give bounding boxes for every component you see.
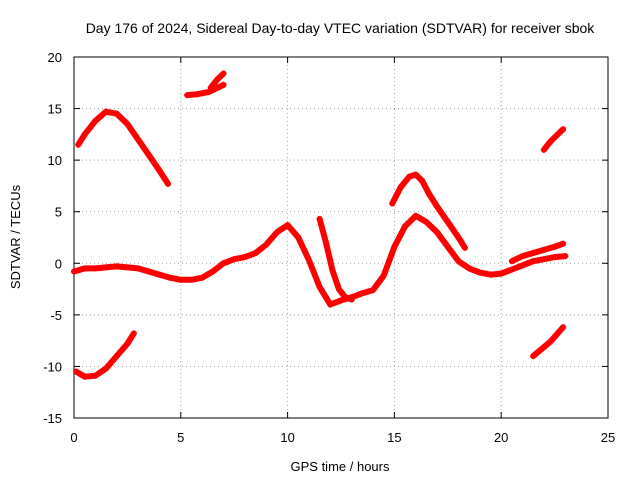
y-tick-label: -5 (50, 308, 62, 323)
axis-ticks: 0 5 10 15 20 25 -15 -10 -5 0 5 10 15 20 (43, 50, 615, 445)
series-trace-arc-right-lower (530, 324, 567, 360)
x-tick-label: 0 (70, 430, 77, 445)
y-tick-label: 5 (55, 205, 62, 220)
y-tick-label: 15 (48, 102, 62, 117)
data-points (71, 70, 569, 380)
x-tick-label: 20 (494, 430, 508, 445)
grid (74, 57, 608, 418)
series-trace-arc-top (184, 81, 227, 99)
x-tick-label: 5 (177, 430, 184, 445)
plot-border (73, 56, 609, 419)
series-trace-arc-lower-left (73, 330, 137, 380)
y-tick-label: -10 (43, 359, 62, 374)
series-trace-arc-right-upper (540, 126, 567, 153)
y-axis-label: SDTVAR / TECUs (8, 184, 23, 289)
y-tick-label: -15 (43, 411, 62, 426)
series-trace-arc-upper-left (75, 108, 171, 187)
x-axis-label: GPS time / hours (291, 459, 390, 474)
chart-title: Day 176 of 2024, Sidereal Day-to-day VTE… (86, 20, 596, 36)
y-tick-label: 20 (48, 50, 62, 65)
series-trace-arc-midnight-upper (508, 240, 567, 265)
series-trace-arc-main (71, 212, 569, 308)
x-tick-label: 10 (280, 430, 294, 445)
y-tick-label: 10 (48, 153, 62, 168)
series-trace-arc-top-upper (207, 70, 227, 91)
y-tick-label: 0 (55, 256, 62, 271)
x-tick-label: 25 (601, 430, 615, 445)
series-trace-arc-mid-upper (389, 171, 468, 251)
x-tick-label: 15 (387, 430, 401, 445)
series-trace-arc-dip (316, 215, 355, 303)
